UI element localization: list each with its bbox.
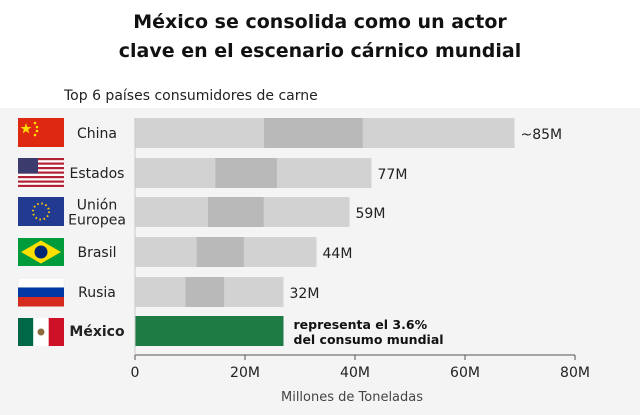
x-tick-label-3: 60M bbox=[450, 365, 480, 381]
x-axis-title: Millones de Toneladas bbox=[281, 390, 423, 405]
category-label-union-europea-1: Unión bbox=[77, 198, 117, 214]
category-label-estados: Estados bbox=[70, 166, 125, 182]
value-label-china: ~85M bbox=[521, 127, 563, 143]
annotation-line-2: del consumo mundial bbox=[294, 332, 444, 347]
flag-china-icon bbox=[18, 118, 64, 147]
bar-shade-brasil bbox=[196, 237, 244, 267]
value-label-brasil: 44M bbox=[323, 246, 353, 262]
x-tick-label-1: 20M bbox=[230, 365, 260, 381]
bar-shade-china bbox=[264, 118, 363, 148]
value-label-rusia: 32M bbox=[290, 286, 320, 302]
category-label-union-europea-2: Europea bbox=[68, 213, 126, 229]
chart-title-line-2: clave en el escenario cárnico mundial bbox=[118, 40, 522, 62]
category-label-mexico: México bbox=[69, 324, 125, 340]
chart-title-line-1: México se consolida como un actor bbox=[133, 11, 507, 33]
value-label-union-europea: 59M bbox=[356, 206, 386, 222]
annotation-line-1: representa el 3.6% bbox=[294, 317, 428, 332]
flag-brazil-icon bbox=[18, 238, 64, 266]
chart-title: México se consolida como un actor clave … bbox=[0, 8, 640, 66]
x-tick-label-0: 0 bbox=[131, 365, 140, 381]
bar-shade-union-europea bbox=[207, 197, 264, 227]
bar-mexico bbox=[135, 316, 284, 346]
flag-eu-icon bbox=[18, 197, 64, 226]
category-label-rusia: Rusia bbox=[78, 285, 116, 301]
chart-subtitle: Top 6 países consumidores de carne bbox=[64, 88, 318, 104]
flag-russia-icon bbox=[17, 277, 65, 307]
category-label-china: China bbox=[77, 126, 117, 142]
flag-mexico-icon bbox=[18, 318, 64, 346]
x-tick-label-2: 40M bbox=[340, 365, 370, 381]
value-label-estados: 77M bbox=[378, 167, 408, 183]
bar-shade-estados bbox=[215, 158, 277, 188]
flag-usa-icon bbox=[18, 158, 64, 187]
x-tick-label-4: 80M bbox=[560, 365, 590, 381]
category-label-brasil: Brasil bbox=[77, 245, 116, 261]
bar-shade-rusia bbox=[185, 277, 225, 307]
